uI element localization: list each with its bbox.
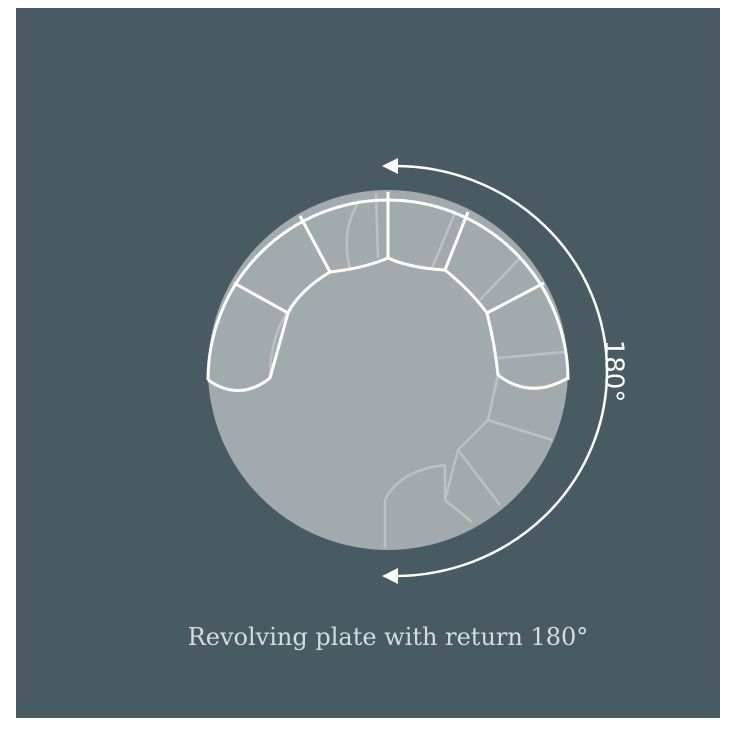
plate	[206, 190, 570, 550]
caption: Revolving plate with return 180°	[188, 623, 589, 651]
rotation-label: 180°	[599, 340, 629, 403]
rotation-arrow	[382, 158, 609, 584]
